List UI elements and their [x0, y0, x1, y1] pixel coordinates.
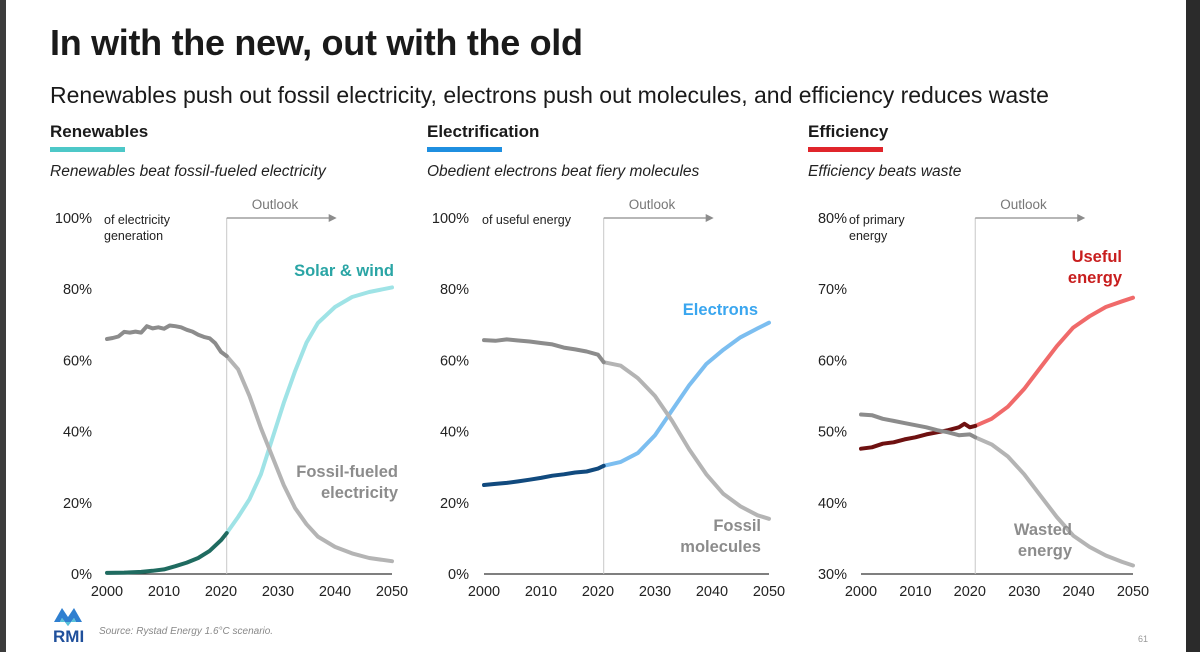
- x-tick-label: 2030: [1008, 584, 1040, 600]
- panel-heading-electrification: Electrification: [427, 122, 540, 141]
- outlook-arrow-head: [328, 214, 337, 222]
- right-edge: [1186, 0, 1200, 652]
- series-label: energy: [1018, 542, 1073, 560]
- series-label: Useful: [1072, 248, 1122, 266]
- y-tick-label: 60%: [63, 353, 92, 369]
- x-tick-label: 2000: [845, 584, 877, 600]
- efficiency-chart: 30% 40% 50% 60% 70% 80% 2000 2010 2020 2030 2040 20…: [818, 197, 1149, 600]
- series-label: energy: [1068, 269, 1123, 287]
- series-label: electricity: [321, 484, 399, 502]
- source-note: Source: Rystad Energy 1.6°C scenario.: [99, 626, 274, 637]
- x-tick-label: 2000: [468, 584, 500, 600]
- y-tick-label: 80%: [63, 282, 92, 298]
- series-label: Fossil: [713, 517, 761, 535]
- renewables-accent-bar: [50, 147, 125, 152]
- y-unit-label: of useful energy: [482, 213, 572, 227]
- y-tick-label: 60%: [440, 353, 469, 369]
- panel-subtitle-efficiency: Efficiency beats waste: [808, 163, 962, 180]
- y-unit-label: generation: [104, 229, 163, 243]
- series-line-outlook: [973, 435, 1135, 568]
- rmi-logo-icon: RMI: [53, 608, 84, 646]
- page-number: 61: [1138, 634, 1149, 644]
- outlook-arrow-head: [705, 214, 714, 222]
- series-line-outlook: [601, 320, 771, 468]
- series-label: Solar & wind: [294, 262, 394, 280]
- panel-subtitle-renewables: Renewables beat fossil-fueled electricit…: [50, 163, 326, 180]
- electrification-chart: 0% 20% 40% 60% 80% 100% 2000 2010 2020 2030 2040 20…: [432, 197, 785, 600]
- x-tick-label: 2030: [262, 584, 294, 600]
- y-tick-label: 0%: [448, 567, 469, 583]
- y-tick-label: 20%: [440, 496, 469, 512]
- page-subtitle: Renewables push out fossil electricity, …: [50, 82, 1049, 108]
- left-edge: [0, 0, 6, 652]
- panel-heading-efficiency: Efficiency: [808, 122, 889, 141]
- renewables-chart: 0% 20% 40% 60% 80% 100% 2000 2010 2020 2030 2040 20…: [55, 197, 408, 600]
- x-tick-label: 2040: [1062, 584, 1094, 600]
- rmi-logo-text: RMI: [53, 627, 84, 646]
- series-line-historical: [105, 323, 229, 359]
- outlook-label: Outlook: [1000, 197, 1047, 212]
- series-line-historical: [859, 421, 978, 451]
- x-tick-label: 2020: [582, 584, 614, 600]
- y-tick-label: 70%: [818, 282, 847, 298]
- series-line-historical: [482, 337, 606, 365]
- x-tick-label: 2040: [696, 584, 728, 600]
- y-tick-label: 50%: [818, 425, 847, 441]
- y-tick-label: 40%: [818, 496, 847, 512]
- series-label: Wasted: [1014, 521, 1072, 539]
- electrification-accent-bar: [427, 147, 502, 152]
- y-tick-label: 60%: [818, 353, 847, 369]
- rmi-logo: RMI: [52, 604, 92, 651]
- x-tick-label: 2040: [319, 584, 351, 600]
- x-tick-label: 2000: [91, 584, 123, 600]
- series-line-outlook: [224, 285, 394, 536]
- y-unit-label: energy: [849, 229, 888, 243]
- y-unit-label: of primary: [849, 213, 905, 227]
- outlook-label: Outlook: [252, 197, 299, 212]
- y-tick-label: 30%: [818, 567, 847, 583]
- y-tick-label: 20%: [63, 496, 92, 512]
- series-label: molecules: [680, 538, 761, 556]
- y-tick-label: 40%: [63, 425, 92, 441]
- panel-heading-renewables: Renewables: [50, 122, 149, 141]
- x-tick-label: 2010: [148, 584, 180, 600]
- efficiency-accent-bar: [808, 147, 883, 152]
- series-label: Fossil-fueled: [296, 463, 398, 481]
- page-title: In with the new, out with the old: [50, 22, 583, 63]
- y-tick-label: 40%: [440, 425, 469, 441]
- x-tick-label: 2010: [525, 584, 557, 600]
- outlook-label: Outlook: [629, 197, 676, 212]
- y-tick-label: 80%: [440, 282, 469, 298]
- series-line-historical: [859, 412, 978, 440]
- y-tick-label: 0%: [71, 567, 92, 583]
- panel-subtitle-electrification: Obedient electrons beat fiery molecules: [427, 163, 700, 180]
- series-line-historical: [482, 463, 606, 487]
- x-tick-label: 2010: [899, 584, 931, 600]
- x-tick-label: 2020: [954, 584, 986, 600]
- series-line-historical: [105, 531, 229, 575]
- y-unit-label: of electricity: [104, 213, 171, 227]
- y-tick-label: 100%: [432, 211, 469, 227]
- y-tick-label: 100%: [55, 211, 92, 227]
- x-tick-label: 2030: [639, 584, 671, 600]
- x-tick-label: 2020: [205, 584, 237, 600]
- series-line-outlook: [973, 295, 1135, 428]
- series-line-outlook: [601, 360, 771, 521]
- outlook-arrow-head: [1077, 214, 1086, 222]
- x-tick-label: 2050: [1117, 584, 1149, 600]
- x-tick-label: 2050: [753, 584, 785, 600]
- x-tick-label: 2050: [376, 584, 408, 600]
- y-tick-label: 80%: [818, 211, 847, 227]
- series-label: Electrons: [683, 301, 758, 319]
- series-line-outlook: [224, 354, 394, 564]
